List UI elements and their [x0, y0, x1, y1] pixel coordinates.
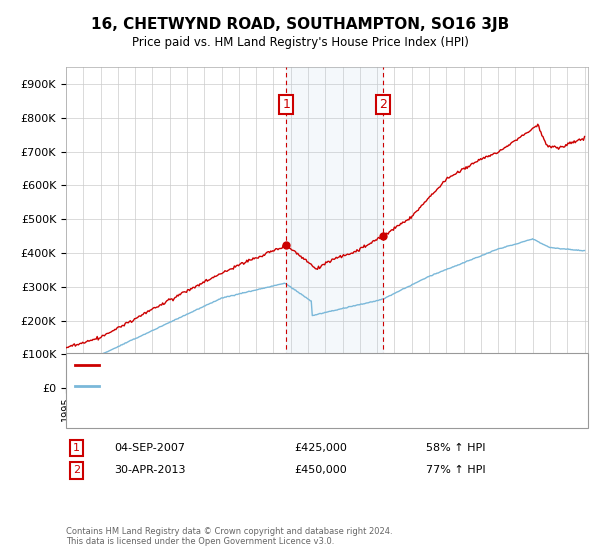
Text: 30-APR-2013: 30-APR-2013 [114, 465, 185, 475]
Text: 16, CHETWYND ROAD, SOUTHAMPTON, SO16 3JB (detached house): 16, CHETWYND ROAD, SOUTHAMPTON, SO16 3JB… [103, 360, 472, 370]
Bar [286, 67, 383, 388]
Text: 1: 1 [73, 443, 80, 453]
Text: 58% ↑ HPI: 58% ↑ HPI [426, 443, 485, 453]
Text: 2: 2 [379, 98, 387, 111]
Text: 1: 1 [283, 98, 290, 111]
Text: 16, CHETWYND ROAD, SOUTHAMPTON, SO16 3JB: 16, CHETWYND ROAD, SOUTHAMPTON, SO16 3JB [91, 17, 509, 32]
Text: HPI: Average price, detached house, Southampton: HPI: Average price, detached house, Sout… [103, 381, 380, 391]
Text: £450,000: £450,000 [294, 465, 347, 475]
Text: 77% ↑ HPI: 77% ↑ HPI [426, 465, 485, 475]
Text: Contains HM Land Registry data © Crown copyright and database right 2024.
This d: Contains HM Land Registry data © Crown c… [66, 526, 392, 546]
Text: £425,000: £425,000 [294, 443, 347, 453]
Text: Price paid vs. HM Land Registry's House Price Index (HPI): Price paid vs. HM Land Registry's House … [131, 36, 469, 49]
Text: 2: 2 [73, 465, 80, 475]
Text: 04-SEP-2007: 04-SEP-2007 [114, 443, 185, 453]
